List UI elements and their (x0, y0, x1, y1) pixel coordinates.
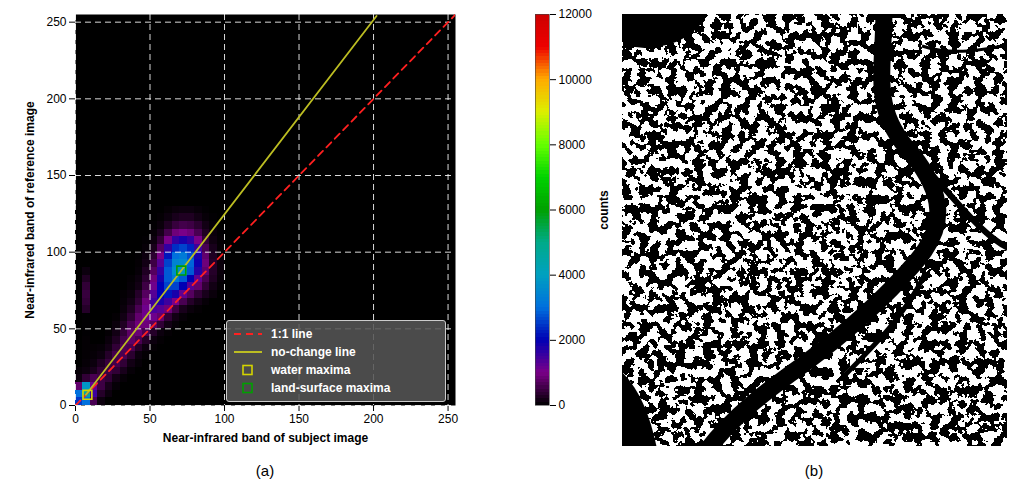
svg-text:Near-infrared band of subject: Near-infrared band of subject image (163, 431, 369, 445)
svg-text:200: 200 (46, 92, 66, 106)
svg-text:6000: 6000 (559, 203, 586, 217)
svg-text:0: 0 (60, 398, 67, 412)
svg-text:10000: 10000 (559, 73, 593, 87)
html-text:1:1 line: 1:1 line (271, 327, 313, 341)
svg-text:2000: 2000 (559, 333, 586, 347)
svg-text:50: 50 (143, 412, 157, 426)
svg-text:4000: 4000 (559, 268, 586, 282)
svg-text:0: 0 (72, 412, 79, 426)
svg-text:12000: 12000 (559, 7, 593, 21)
svg-text:0: 0 (559, 398, 566, 412)
html-text:no-change line: no-change line (271, 345, 356, 359)
svg-text:250: 250 (46, 15, 66, 29)
svg-text:Near-infrared band of referenc: Near-infrared band of reference image (23, 101, 37, 319)
svg-text:100: 100 (215, 412, 235, 426)
html-text:water maxima: water maxima (271, 363, 351, 377)
html-text:(a): (a) (255, 462, 275, 479)
svg-text:150: 150 (46, 168, 66, 182)
svg-text:250: 250 (438, 412, 458, 426)
html-text:land-surface maxima: land-surface maxima (271, 381, 391, 395)
svg-text:50: 50 (53, 322, 67, 336)
svg-text:counts: counts (597, 190, 611, 230)
svg-text:150: 150 (289, 412, 309, 426)
svg-text:8000: 8000 (559, 138, 586, 152)
html-text:(b): (b) (804, 462, 824, 479)
svg-text:100: 100 (46, 245, 66, 259)
svg-text:200: 200 (364, 412, 384, 426)
